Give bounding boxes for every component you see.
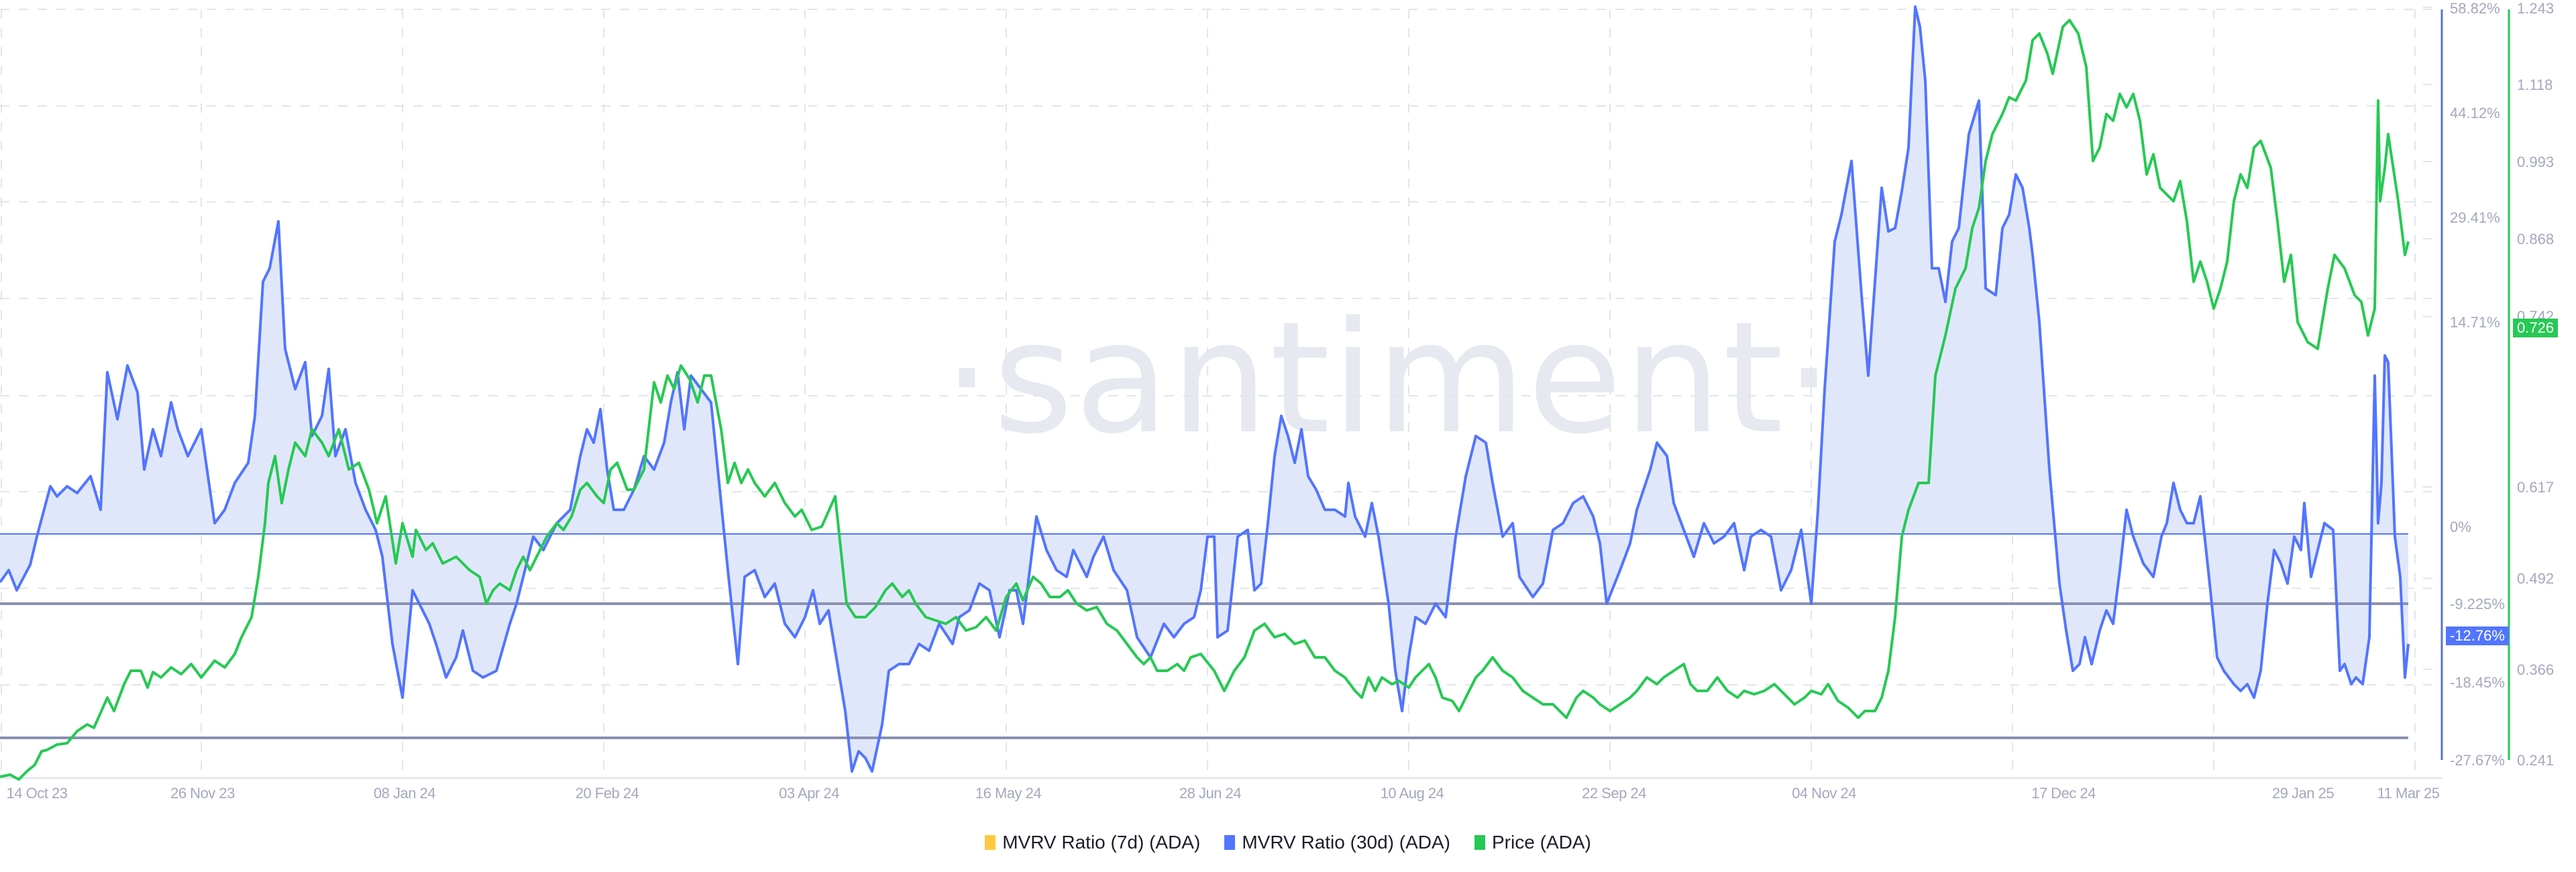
x-axis-label: 03 Apr 24	[779, 785, 839, 802]
x-axis-label: 08 Jan 24	[373, 785, 436, 802]
x-axis-label: 29 Jan 25	[2271, 785, 2334, 802]
price-axis-label: 0.366	[2517, 661, 2555, 678]
legend-swatch-blue-icon	[1224, 835, 1236, 850]
santiment-watermark: ·santiment·	[943, 289, 1835, 468]
mvrv-axis-label: 0%	[2450, 519, 2471, 535]
mvrv-axis-label: -9.225%	[2450, 596, 2505, 612]
price-current-value-badge: 0.726	[2513, 319, 2559, 337]
x-axis-label: 14 Oct 23	[6, 785, 68, 802]
x-axis-label: 10 Aug 24	[1380, 785, 1444, 802]
price-axis-ticks	[2423, 7, 2432, 670]
x-axis-label: 22 Sep 24	[1582, 785, 1646, 802]
price-line[interactable]	[0, 19, 2410, 781]
x-axis-label: 28 Jun 24	[1179, 785, 1242, 802]
mvrv-axis-label: 58.82%	[2450, 0, 2500, 17]
price-axis-label: 0.241	[2517, 752, 2555, 769]
mvrv-axis-label: 29.41%	[2450, 209, 2500, 226]
mvrv-axis-label: -18.45%	[2450, 674, 2505, 691]
mvrv-axis-label: 14.71%	[2450, 314, 2500, 331]
mvrv-current-value-badge: -12.76%	[2446, 626, 2509, 645]
mvrv-axis-label: 44.12%	[2450, 105, 2500, 121]
price-axis-label: 1.243	[2517, 0, 2555, 17]
legend-swatch-green-icon	[1474, 835, 1485, 850]
price-axis-label: 0.492	[2517, 570, 2555, 587]
price-axis-label: 0.868	[2517, 231, 2555, 248]
price-axis-label: 0.993	[2517, 154, 2555, 170]
legend-label: Price (ADA)	[1492, 832, 1591, 853]
price-axis-label: 0.617	[2517, 479, 2555, 496]
mvrv-30d-area	[0, 7, 2408, 771]
legend-item-price[interactable]: Price (ADA)	[1474, 832, 1591, 853]
x-axis-label: 26 Nov 23	[170, 785, 235, 802]
legend-label: MVRV Ratio (7d) (ADA)	[1002, 832, 1201, 853]
chart-legend: MVRV Ratio (7d) (ADA) MVRV Ratio (30d) (…	[0, 832, 2576, 853]
x-axis-label: 04 Nov 24	[1792, 785, 1856, 802]
legend-item-mvrv-30d[interactable]: MVRV Ratio (30d) (ADA)	[1224, 832, 1450, 853]
x-axis-label: 20 Feb 24	[575, 785, 639, 802]
mvrv-30d-line[interactable]	[0, 5, 2410, 773]
x-axis-label: 17 Dec 24	[2031, 785, 2096, 802]
legend-item-mvrv-7d[interactable]: MVRV Ratio (7d) (ADA)	[985, 832, 1200, 853]
mvrv-axis-label: -27.67%	[2450, 752, 2505, 769]
legend-label: MVRV Ratio (30d) (ADA)	[1242, 832, 1450, 853]
x-axis-label: 16 May 24	[975, 785, 1042, 802]
legend-swatch-yellow-icon	[985, 835, 996, 850]
price-axis-label: 1.118	[2517, 76, 2553, 93]
x-axis-label: 11 Mar 25	[2377, 785, 2440, 802]
